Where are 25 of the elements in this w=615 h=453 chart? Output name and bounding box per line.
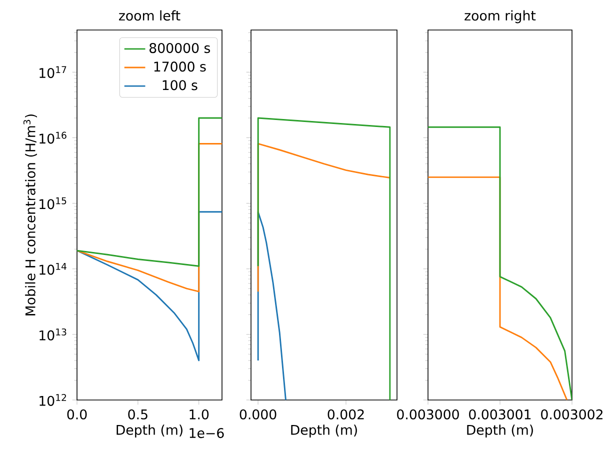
y-tick-label: 10$^{15}$ [40,197,66,210]
chart-title: zoom left [119,10,180,21]
y-tick-label: 10$^{12}$ [40,394,66,406]
x-tick-label: 0.002 [328,409,364,420]
y-tick-label: 10$^{13}$ [40,328,66,340]
y-tick-label: 10$^{14}$ [40,262,66,275]
x-tick-label: 0.5 [128,409,148,420]
text: 1e−6 [190,428,224,438]
y-tick-label: 10$^{17}$ [40,66,66,78]
legend-label: 17000 s [154,62,206,72]
x-axis-title: Depth (m) [116,424,182,438]
x-tick-label: 0.003001 [469,409,531,420]
x-tick-label: 0.0 [67,409,87,420]
x-tick-label: 0.003002 [541,409,602,420]
line-series [77,117,222,267]
legend-label: 800000 s [150,42,210,54]
x-axis-title: Depth (m) [291,424,357,438]
y-tick-label: 10$^{16}$ [40,132,66,144]
legend-label: 100 s [162,80,198,90]
x-tick-label: 1.0 [190,409,209,420]
chart-title: zoom right [464,10,536,24]
x-tick-label: 0.003000 [397,409,459,420]
y-axis-title: Mobile H concentration (H/m$^{3}$) [23,114,37,316]
x-tick-label: 0.000 [240,409,276,420]
x-axis-title: Depth (m) [467,424,533,438]
